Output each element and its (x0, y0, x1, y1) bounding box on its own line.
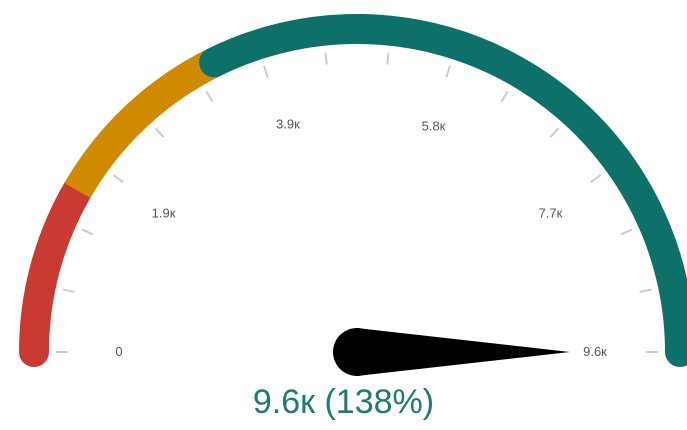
gauge-minor-tick (590, 174, 602, 183)
gauge-minor-tick (445, 65, 451, 78)
gauge-minor-tick (112, 174, 124, 183)
gauge-needle (357, 328, 570, 376)
gauge-minor-ticks (56, 52, 658, 353)
gauge-minor-tick (205, 90, 214, 103)
gauge-minor-tick (549, 127, 560, 138)
gauge-tick-label: 9.6к (583, 344, 607, 359)
gauge-tick-labels: 0 1.9к 3.9к 5.8к 7.7к 9.6к (115, 116, 607, 359)
gauge-tick-label: 7.7к (539, 205, 563, 220)
gauge-minor-tick (263, 65, 269, 78)
gauge-tick-label: 5.8к (422, 119, 446, 134)
gauge-bands (19, 14, 687, 367)
gauge-minor-tick (154, 127, 165, 138)
gauge-minor-tick (324, 52, 328, 65)
gauge-band-1 (64, 48, 221, 199)
gauge-band-0 (19, 175, 93, 367)
gauge-tick-label: 0 (115, 344, 122, 359)
gauge-needle-group (333, 328, 570, 376)
gauge-minor-tick (639, 288, 652, 293)
gauge-minor-tick (500, 90, 509, 103)
gauge-needle-hub (333, 328, 381, 376)
gauge-value-readout: 9.6к (138%) (252, 383, 435, 421)
gauge-minor-tick (386, 52, 390, 65)
gauge-minor-tick (81, 228, 94, 236)
gauge-tick-label: 3.9к (276, 116, 300, 131)
gauge-band-2 (199, 14, 687, 367)
gauge-tick-label: 1.9к (152, 205, 176, 220)
gauge-minor-tick (620, 228, 633, 236)
gauge-minor-tick (62, 288, 75, 293)
